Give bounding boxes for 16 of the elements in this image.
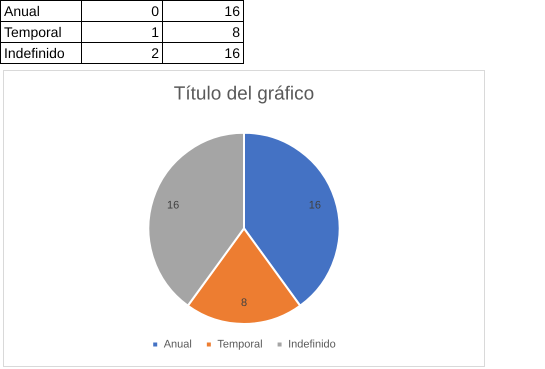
text: 8 <box>162 22 244 42</box>
text: 1 <box>82 22 162 42</box>
legend-label: Indefinido <box>288 338 336 351</box>
text: Anual <box>0 0 82 22</box>
text: 16 <box>162 0 244 22</box>
text: Temporal <box>0 22 82 42</box>
text: 0 <box>82 0 162 22</box>
text: 2 <box>82 42 162 64</box>
legend-label: Temporal <box>217 338 263 351</box>
text: 16 <box>308 199 322 212</box>
text: Título del gráfico <box>174 84 314 105</box>
legend-label: Anual <box>164 338 192 351</box>
data-label: 16 <box>166 199 180 212</box>
data-label: 16 <box>162 42 244 64</box>
text: Indefinido <box>0 42 82 64</box>
data-label: 8 <box>240 297 248 309</box>
